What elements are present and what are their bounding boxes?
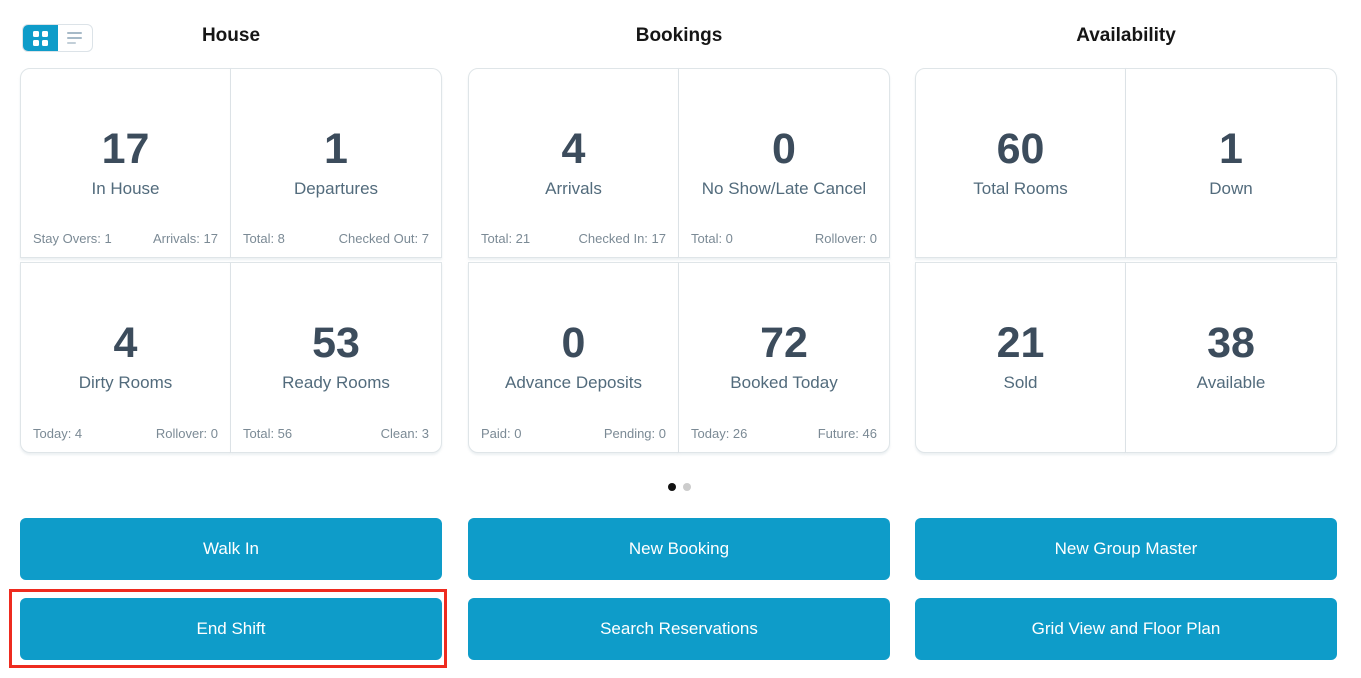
footer-stat-right: Pending: 0 (603, 426, 666, 441)
card-label: Departures (293, 179, 379, 198)
card-departures[interactable]: 1 Departures Total: 8 Checked Out: 7 (231, 68, 442, 258)
footer-stat-right: Rollover: 0 (155, 426, 218, 441)
card-value: 60 (996, 125, 1045, 173)
new-group-master-button[interactable]: New Group Master (915, 518, 1337, 580)
new-booking-button[interactable]: New Booking (468, 518, 890, 580)
card-available[interactable]: 38 Available (1126, 262, 1337, 453)
grid-view-icon (32, 30, 48, 46)
walk-in-button[interactable]: Walk In (20, 518, 442, 580)
carousel-dot-2[interactable] (682, 483, 691, 491)
card-value: 1 (324, 125, 348, 173)
footer-stat-right: Clean: 3 (380, 426, 429, 441)
card-label: Down (1209, 179, 1253, 198)
section-title-house: House (201, 25, 261, 46)
section-title-availability: Availability (1076, 25, 1176, 46)
footer-stat-left: Today: 26 (691, 426, 748, 441)
card-down[interactable]: 1 Down (1126, 68, 1337, 258)
card-value: 4 (561, 125, 586, 173)
card-value: 72 (760, 319, 808, 367)
section-house: 17 In House Stay Overs: 1 Arrivals: 17 1… (20, 68, 442, 453)
card-value: 1 (1219, 125, 1243, 173)
footer-stat-left: Stay Overs: 1 (33, 231, 112, 246)
footer-stat-right: Checked Out: 7 (338, 231, 429, 246)
card-footer: Today: 4 Rollover: 0 (33, 426, 218, 441)
card-footer: Paid: 0 Pending: 0 (481, 426, 666, 441)
section-availability: 60 Total Rooms 1 Down 21 Sold 38 Availab… (915, 68, 1337, 453)
card-label: Available (1196, 373, 1266, 392)
footer-stat-left: Paid: 0 (481, 426, 522, 441)
list-view-icon (67, 32, 83, 44)
card-footer: Stay Overs: 1 Arrivals: 17 (33, 231, 218, 246)
card-footer: Total: 0 Rollover: 0 (691, 231, 877, 246)
card-label: Booked Today (730, 373, 838, 392)
grid-view-button[interactable] (23, 25, 58, 51)
card-footer: Today: 26 Future: 46 (691, 426, 877, 441)
card-value: 0 (561, 319, 586, 367)
footer-stat-left: Total: 8 (243, 231, 285, 246)
card-no-show-late-cancel[interactable]: 0 No Show/Late Cancel Total: 0 Rollover:… (679, 68, 890, 258)
grid-view-floor-plan-button[interactable]: Grid View and Floor Plan (915, 598, 1337, 660)
card-sold[interactable]: 21 Sold (915, 262, 1126, 453)
end-shift-button[interactable]: End Shift (20, 598, 442, 660)
card-value: 38 (1207, 319, 1255, 367)
card-value: 0 (772, 125, 796, 173)
footer-stat-right: Checked In: 17 (578, 231, 666, 246)
card-advance-deposits[interactable]: 0 Advance Deposits Paid: 0 Pending: 0 (468, 262, 679, 453)
footer-stat-left: Total: 56 (243, 426, 293, 441)
card-label: Sold (1003, 373, 1038, 392)
card-arrivals[interactable]: 4 Arrivals Total: 21 Checked In: 17 (468, 68, 679, 258)
view-toggle (22, 24, 93, 52)
card-label: Total Rooms (973, 179, 1068, 198)
card-total-rooms[interactable]: 60 Total Rooms (915, 68, 1126, 258)
card-label: Ready Rooms (282, 373, 390, 392)
footer-stat-right: Rollover: 0 (814, 231, 877, 246)
card-value: 53 (312, 319, 360, 367)
card-label: In House (91, 179, 160, 198)
footer-stat-left: Total: 0 (691, 231, 733, 246)
card-label: Arrivals (545, 179, 602, 198)
list-view-button[interactable] (58, 25, 93, 51)
card-value: 4 (113, 319, 138, 367)
footer-stat-right: Arrivals: 17 (152, 231, 218, 246)
carousel-dots (468, 483, 890, 491)
section-bookings: 4 Arrivals Total: 21 Checked In: 17 0 No… (468, 68, 890, 453)
card-footer: Total: 8 Checked Out: 7 (243, 231, 429, 246)
card-footer: Total: 56 Clean: 3 (243, 426, 429, 441)
card-booked-today[interactable]: 72 Booked Today Today: 26 Future: 46 (679, 262, 890, 453)
card-label: Advance Deposits (504, 373, 643, 392)
footer-stat-left: Total: 21 (481, 231, 531, 246)
card-ready-rooms[interactable]: 53 Ready Rooms Total: 56 Clean: 3 (231, 262, 442, 453)
card-dirty-rooms[interactable]: 4 Dirty Rooms Today: 4 Rollover: 0 (20, 262, 231, 453)
card-label: Dirty Rooms (78, 373, 173, 392)
card-in-house[interactable]: 17 In House Stay Overs: 1 Arrivals: 17 (20, 68, 231, 258)
card-value: 17 (101, 125, 150, 173)
footer-stat-right: Future: 46 (817, 426, 877, 441)
card-footer: Total: 21 Checked In: 17 (481, 231, 666, 246)
card-label: No Show/Late Cancel (701, 179, 867, 198)
carousel-dot-1[interactable] (667, 483, 676, 491)
search-reservations-button[interactable]: Search Reservations (468, 598, 890, 660)
footer-stat-left: Today: 4 (33, 426, 83, 441)
card-value: 21 (996, 319, 1045, 367)
section-title-bookings: Bookings (635, 25, 723, 46)
